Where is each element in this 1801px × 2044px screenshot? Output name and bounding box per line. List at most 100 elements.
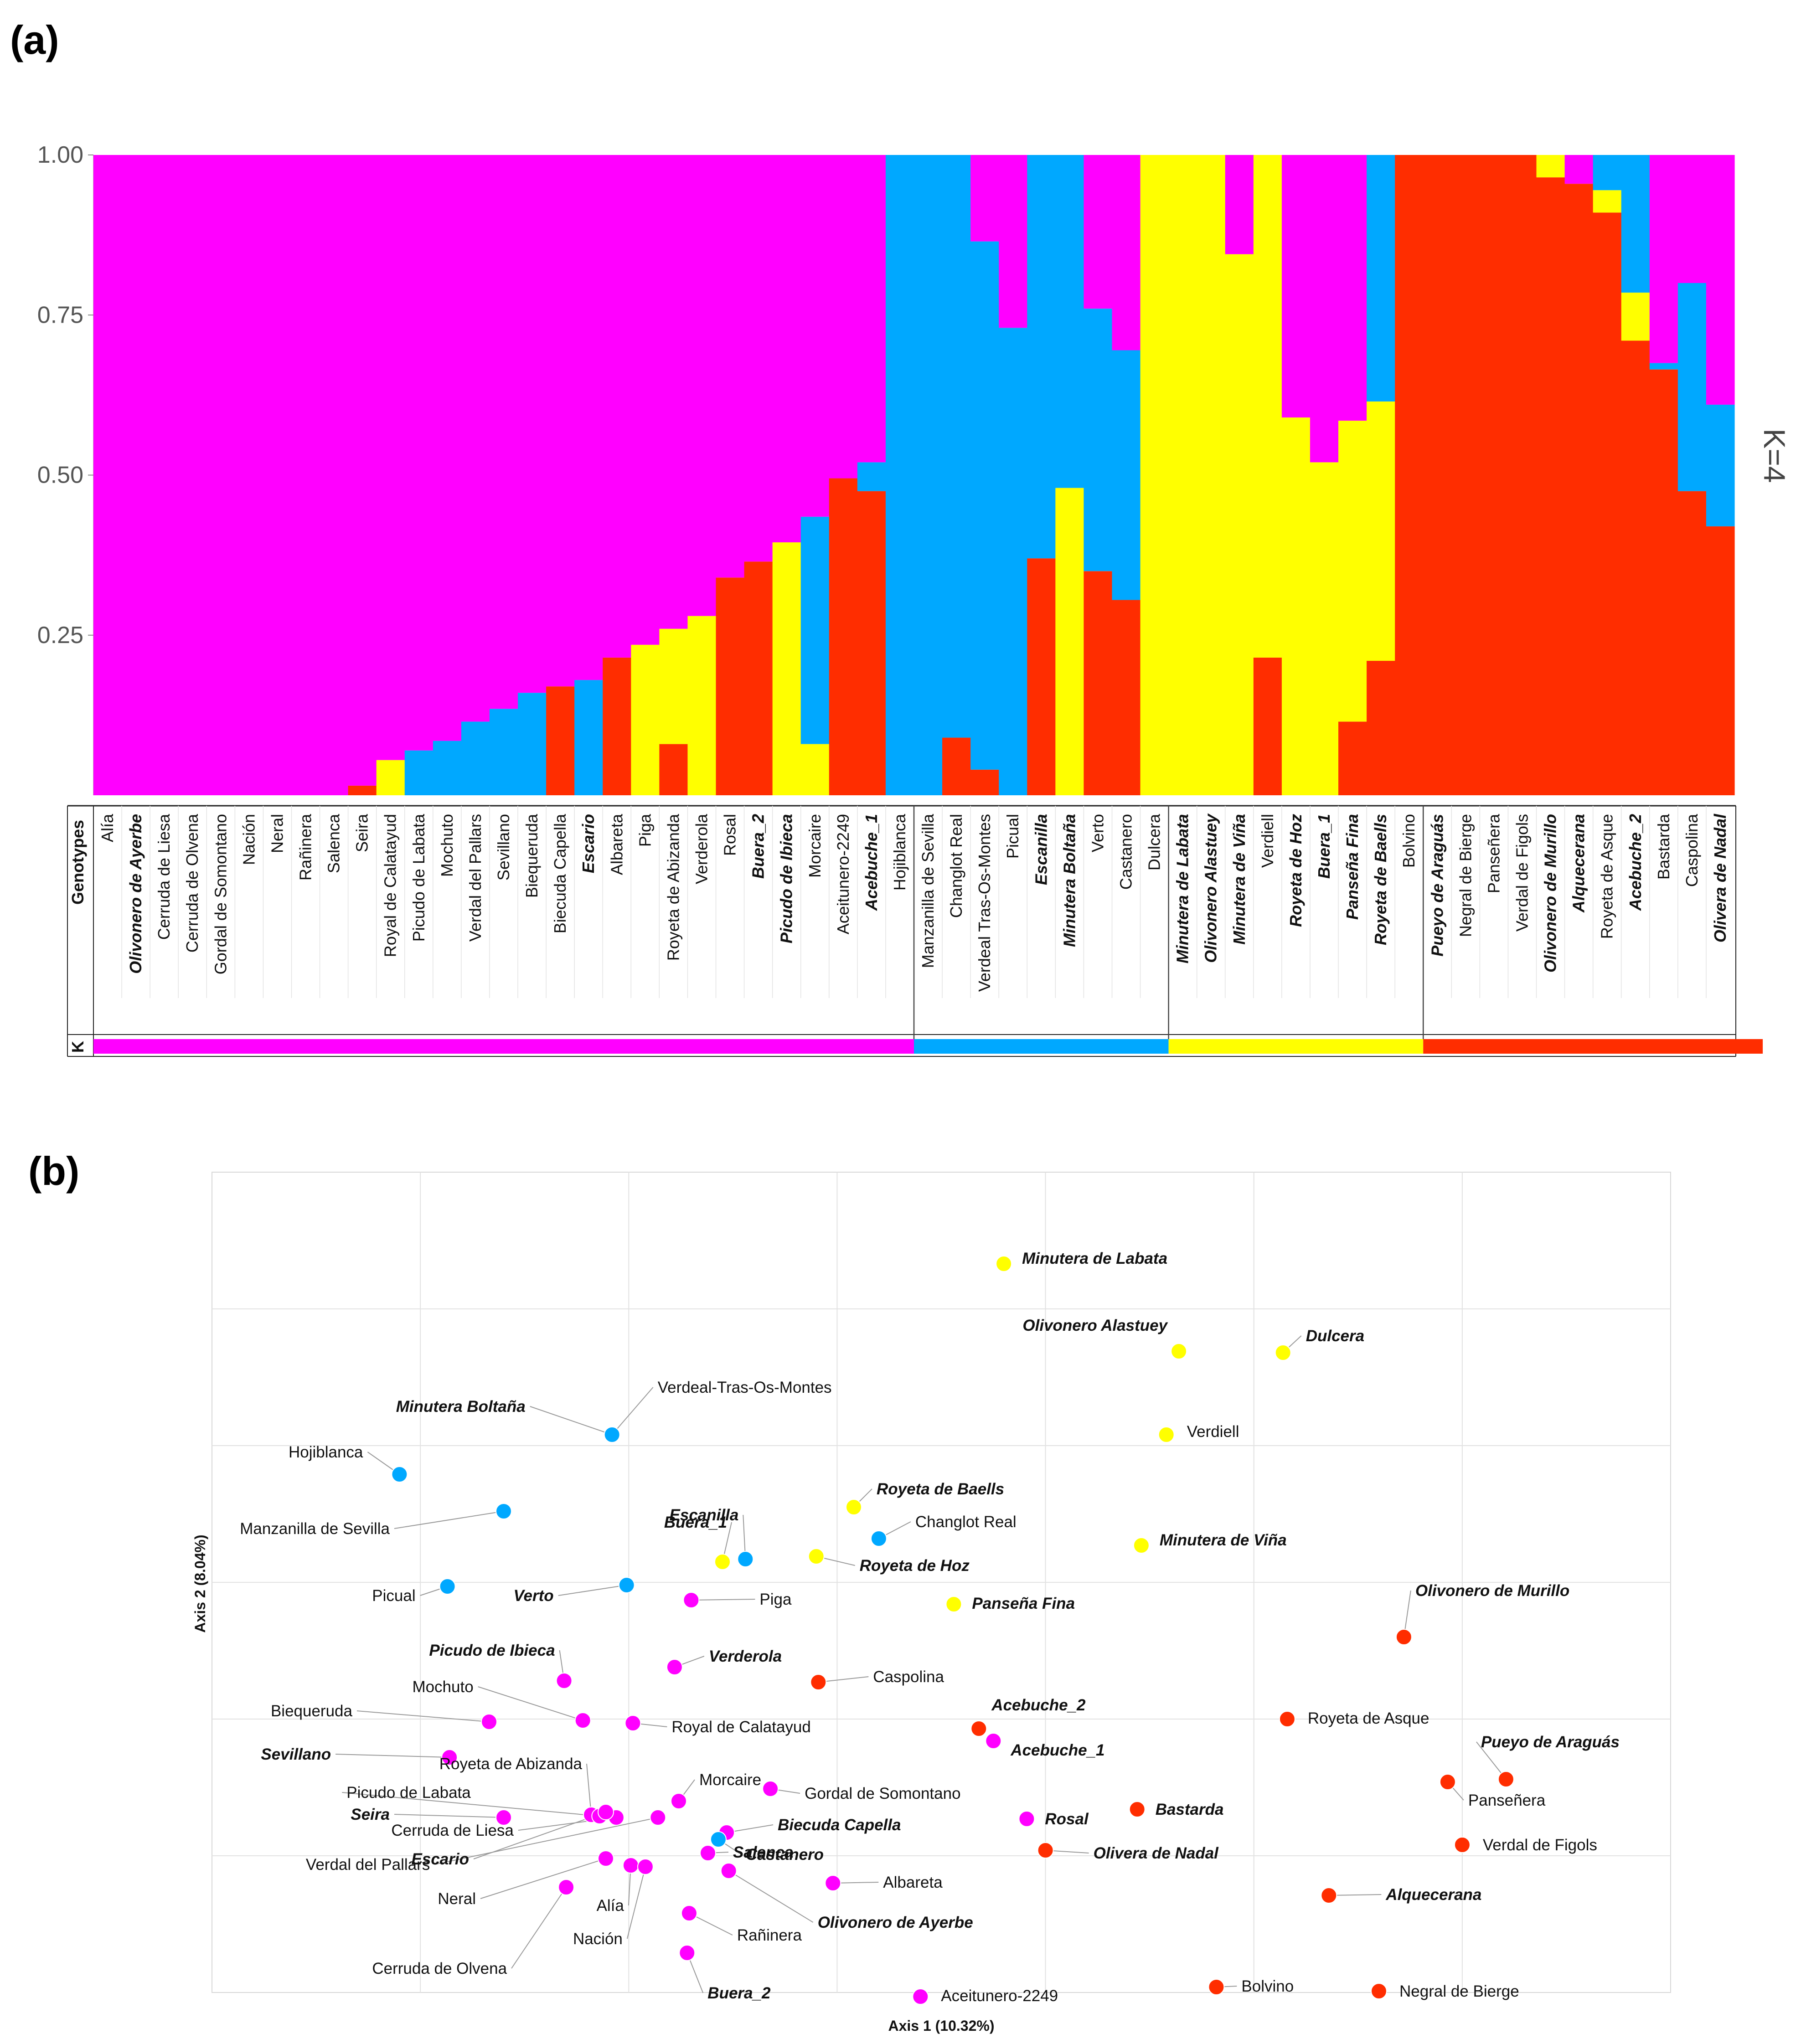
genotype-table: [67, 805, 1736, 1057]
bar-segment-magenta: [320, 155, 349, 795]
bar-segment-red: [829, 478, 858, 795]
genotype-label: Verto: [1088, 814, 1107, 852]
bar-segment-magenta: [263, 155, 292, 795]
point-label: Morcaire: [699, 1771, 761, 1789]
bar-segment-yellow: [1310, 462, 1339, 795]
point-label: Negral de Bierge: [1399, 1982, 1519, 2000]
bar-segment-blue: [461, 721, 490, 795]
genotype-label: Royeta de Hoz: [1286, 814, 1305, 927]
genotype-label: Minutera de Viña: [1230, 814, 1249, 945]
point-label: Escario: [412, 1850, 469, 1868]
genotype-label: Royal de Calatayud: [381, 814, 400, 957]
point-label: Sevillano: [261, 1745, 331, 1763]
point-label: Royal de Calatayud: [671, 1718, 810, 1736]
point-label: Picual: [372, 1587, 415, 1605]
bar-segment-red: [716, 577, 745, 795]
bar-segment-red: [1367, 660, 1395, 795]
point-label: Mochuto: [412, 1678, 473, 1696]
point-label: Verderola: [709, 1648, 782, 1665]
point-red: [1037, 1842, 1054, 1859]
bar-segment-red: [1536, 177, 1565, 795]
point-red: [1454, 1837, 1471, 1853]
point-red: [810, 1674, 827, 1690]
bar-segment-red: [942, 737, 971, 795]
points: [391, 1256, 1514, 2005]
bar-segment-magenta: [178, 155, 207, 795]
bar-segment-yellow: [1253, 155, 1282, 658]
point-red: [1497, 1771, 1514, 1787]
bar-segment-magenta: [659, 155, 688, 629]
bar-segment-blue: [1112, 350, 1141, 600]
point-label: Alía: [597, 1897, 624, 1915]
point-label: Buera_2: [707, 1984, 771, 2002]
point-label: Royeta de Asque: [1308, 1709, 1429, 1727]
point-blue: [737, 1551, 754, 1567]
bar-segment-magenta: [829, 155, 858, 479]
bar-segment-blue: [1055, 155, 1084, 488]
point-magenta: [558, 1879, 575, 1895]
y-axis: 0.25 0.50 0.75 1.00: [37, 142, 94, 795]
point-label: Biecuda Capella: [778, 1816, 901, 1834]
bar-segment-magenta: [772, 155, 801, 543]
point-label: Buera_1: [664, 1514, 727, 1531]
genotype-label: Olivonero de Ayerbe: [126, 814, 145, 974]
genotype-label: Pueyo de Araguás: [1428, 814, 1446, 957]
point-magenta: [622, 1857, 639, 1874]
point-yellow: [808, 1548, 825, 1565]
bar-segment-red: [744, 561, 773, 795]
point-label: Castanero: [746, 1846, 824, 1864]
k-row-header: K: [68, 1041, 87, 1053]
bar-segment-yellow: [772, 542, 801, 795]
bar-segment-yellow: [1536, 155, 1565, 178]
k-cluster-segment-yellow: [1168, 1039, 1424, 1054]
bar-segment-magenta: [291, 155, 320, 795]
genotype-label: Verdal de Figols: [1512, 814, 1531, 932]
genotype-label: Negral de Bierge: [1456, 814, 1475, 937]
point-labels: Minutera de Labata Olivonero Alastuey Dulc…: [240, 1250, 1620, 2005]
point-magenta: [825, 1875, 841, 1891]
panel-b-label: (b): [28, 1148, 79, 1194]
genotype-label: Albareta: [607, 813, 626, 875]
genotype-label: Verdal del Pallars: [466, 814, 485, 942]
bar-segment-red: [1084, 571, 1113, 795]
genotype-label: Biecuda Capella: [551, 813, 569, 933]
bar-segment-red: [1649, 369, 1678, 795]
point-magenta: [598, 1804, 614, 1820]
point-blue: [604, 1426, 620, 1443]
bar-segment-magenta: [93, 155, 122, 795]
bar-segment-magenta: [150, 155, 179, 795]
bar-segment-magenta: [1564, 155, 1594, 184]
bar-segment-yellow: [1593, 190, 1622, 213]
bar-segment-blue: [574, 680, 603, 795]
bar-segment-magenta: [518, 155, 547, 693]
genotype-label: Rañinera: [296, 813, 315, 880]
genotype-label: Hojiblanca: [890, 813, 909, 891]
bar-segment-magenta: [546, 155, 575, 687]
bar-segment-blue: [1367, 155, 1395, 402]
point-label: Rañinera: [737, 1926, 802, 1944]
point-red: [1129, 1801, 1146, 1817]
bar-segment-yellow: [1367, 401, 1395, 661]
pcoa-scatter-plot: Minutera de Labata Olivonero Alastuey Dulc…: [192, 1172, 1671, 2034]
point-label: Neral: [438, 1890, 476, 1908]
point-label: Picudo de Ibieca: [429, 1642, 555, 1659]
bar-segment-yellow: [1197, 155, 1226, 795]
genotype-label: Gordal de Somontano: [211, 814, 230, 974]
point-label: Caspolina: [873, 1668, 944, 1686]
bar-segment-magenta: [404, 155, 433, 751]
bar-segment-blue: [1649, 363, 1678, 370]
genotype-label: Dulcera: [1145, 813, 1164, 870]
bar-segment-red: [1112, 600, 1141, 795]
leader-line: [335, 1754, 450, 1758]
bar-segment-blue: [800, 516, 830, 744]
genotype-label: Manzanilla de Sevilla: [919, 813, 937, 968]
bar-segment-red: [1027, 558, 1056, 795]
point-label: Pueyo de Araguás: [1481, 1733, 1620, 1751]
point-label: Hojiblanca: [289, 1443, 363, 1461]
bar-segment-magenta: [1084, 155, 1113, 309]
bar-segment-yellow: [1140, 155, 1169, 795]
bar-segment-blue: [433, 741, 462, 795]
point-magenta: [912, 1988, 929, 2005]
genotype-label: Minutera Boltaña: [1060, 814, 1079, 947]
